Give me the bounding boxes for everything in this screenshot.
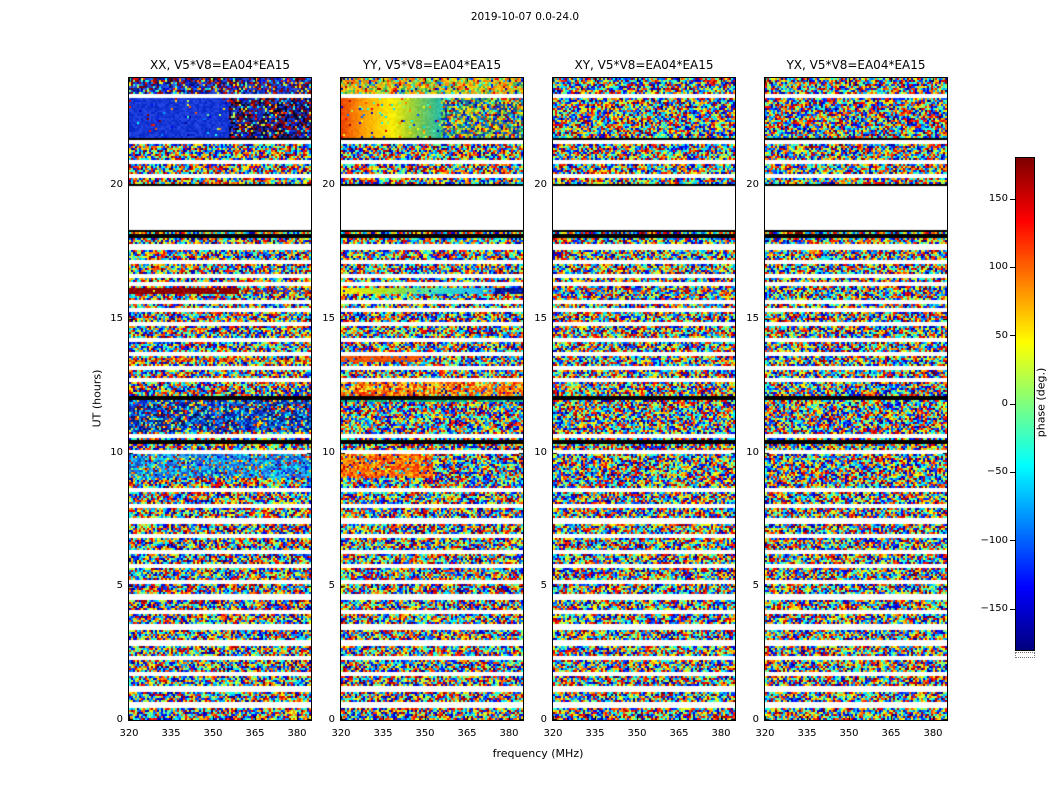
- x-tick-label: 320: [543, 728, 563, 739]
- panel-xy: [552, 77, 736, 721]
- y-tick-label: 0: [116, 714, 123, 725]
- y-tick-label: 0: [540, 714, 547, 725]
- heatmap-canvas-xy: [553, 78, 735, 720]
- heatmap-canvas-xx: [129, 78, 311, 720]
- colorbar-extend-marker: [1015, 652, 1035, 658]
- y-tick-label: 10: [746, 446, 759, 458]
- colorbar-tick-label: 50: [995, 329, 1008, 341]
- panel-title-xy: XY, V5*V8=EA04*EA15: [574, 58, 714, 72]
- x-tick-label: 320: [119, 728, 139, 739]
- y-tick-label: 20: [534, 179, 547, 190]
- panel-title-yx: YX, V5*V8=EA04*EA15: [786, 58, 926, 72]
- y-tick-label: 5: [752, 580, 759, 592]
- y-tick-label: 10: [534, 446, 547, 458]
- y-tick-label: 15: [322, 312, 335, 324]
- x-tick-label: 320: [331, 728, 351, 739]
- colorbar-tick-mark: [1010, 266, 1015, 268]
- y-tick-label: 0: [752, 714, 759, 725]
- colorbar-tick-label: 100: [988, 261, 1008, 273]
- panel-yy: [340, 77, 524, 721]
- x-tick-label: 335: [797, 728, 817, 739]
- y-tick-label: 15: [534, 312, 547, 324]
- colorbar-tick-label: −150: [980, 603, 1008, 614]
- x-tick-label: 380: [499, 728, 519, 739]
- y-tick-label: 10: [322, 446, 335, 458]
- x-tick-label: 350: [415, 728, 435, 739]
- x-tick-label: 335: [373, 728, 393, 739]
- heatmap-canvas-yx: [765, 78, 947, 720]
- y-tick-label: 15: [746, 312, 759, 324]
- panel-xx: [128, 77, 312, 721]
- x-tick-label: 365: [457, 728, 477, 739]
- y-tick-label: 5: [116, 580, 123, 592]
- x-tick-label: 350: [203, 728, 223, 739]
- colorbar-tick-mark: [1010, 403, 1015, 405]
- colorbar-tick-mark: [1010, 335, 1015, 337]
- x-tick-label: 365: [881, 728, 901, 739]
- y-tick-label: 20: [746, 179, 759, 190]
- x-tick-label: 380: [711, 728, 731, 739]
- y-tick-label: 10: [110, 446, 123, 458]
- x-tick-label: 365: [245, 728, 265, 739]
- colorbar-canvas: [1016, 158, 1034, 650]
- panel-title-xx: XX, V5*V8=EA04*EA15: [150, 58, 290, 72]
- x-tick-label: 335: [585, 728, 605, 739]
- colorbar-label: phase (deg.): [1034, 367, 1048, 438]
- colorbar-tick-label: 150: [988, 193, 1008, 204]
- x-axis-label: frequency (MHz): [492, 747, 584, 760]
- colorbar-tick-label: 0: [1001, 398, 1008, 409]
- colorbar-tick-label: −50: [986, 466, 1008, 478]
- heatmap-canvas-yy: [341, 78, 523, 720]
- x-tick-label: 335: [161, 728, 181, 739]
- panel-title-yy: YY, V5*V8=EA04*EA15: [362, 58, 502, 72]
- x-tick-label: 380: [923, 728, 943, 739]
- y-tick-label: 20: [110, 179, 123, 190]
- panel-yx: [764, 77, 948, 721]
- colorbar-tick-mark: [1010, 471, 1015, 473]
- colorbar: [1015, 157, 1035, 651]
- colorbar-tick-label: −100: [980, 534, 1008, 546]
- colorbar-tick-mark: [1010, 198, 1015, 200]
- y-tick-label: 20: [322, 179, 335, 190]
- x-tick-label: 380: [287, 728, 307, 739]
- y-tick-label: 5: [328, 580, 335, 592]
- colorbar-tick-mark: [1010, 540, 1015, 542]
- figure-title: 2019-10-07 0.0-24.0: [470, 11, 580, 23]
- y-tick-label: 5: [540, 580, 547, 592]
- colorbar-tick-mark: [1010, 608, 1015, 610]
- y-tick-label: 0: [328, 714, 335, 725]
- x-tick-label: 350: [627, 728, 647, 739]
- x-tick-label: 350: [839, 728, 859, 739]
- y-axis-label: UT (hours): [90, 369, 104, 428]
- y-tick-label: 15: [110, 312, 123, 324]
- x-tick-label: 365: [669, 728, 689, 739]
- x-tick-label: 320: [755, 728, 775, 739]
